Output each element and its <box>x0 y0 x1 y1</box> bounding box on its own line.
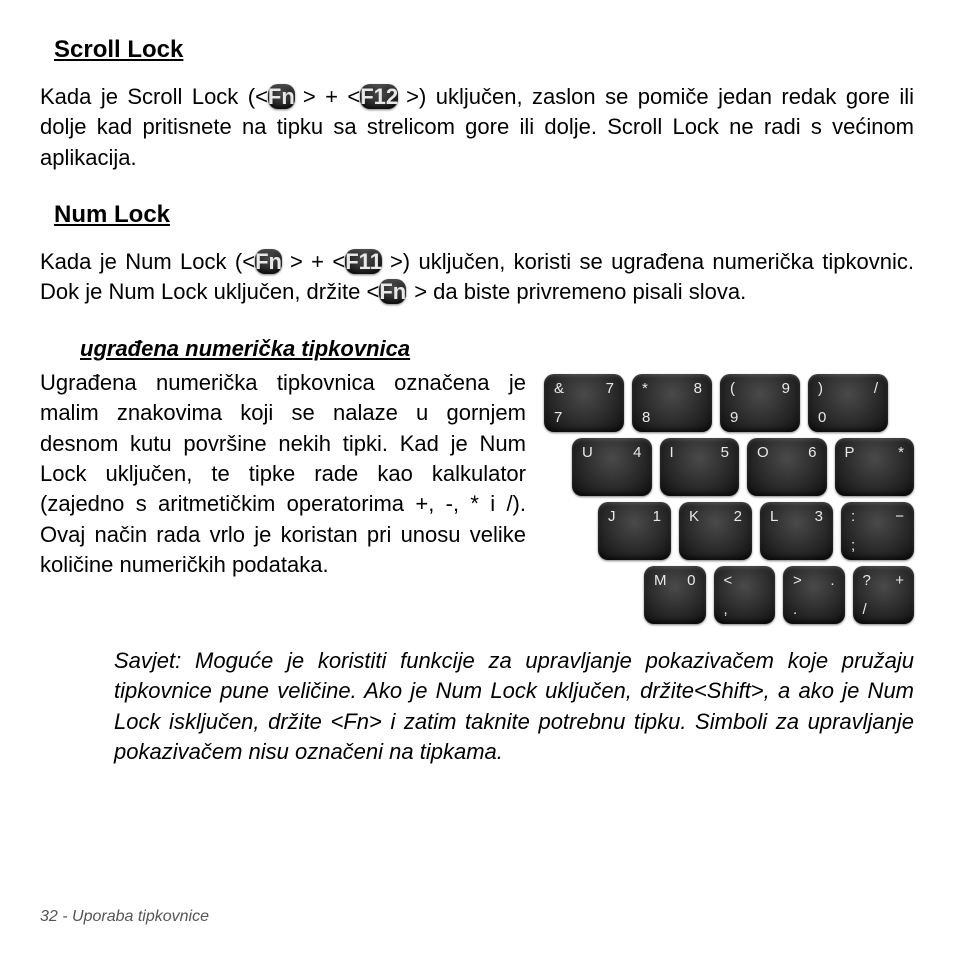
key-label-bl: ; <box>851 537 855 554</box>
keyboard-key: L3 <box>760 502 833 560</box>
key-label-tl: ? <box>863 572 871 589</box>
keyboard-key: ) / 0 <box>808 374 888 432</box>
key-label-tl: M <box>654 572 667 589</box>
page-footer: 32 - Uporaba tipkovnice <box>40 908 209 926</box>
keyboard-row: U4I5O6P* <box>544 438 914 496</box>
keyboard-key: : −; <box>841 502 914 560</box>
key-label-tr: 3 <box>815 508 823 525</box>
key-label-tr: 4 <box>633 444 641 461</box>
keyboard-key: J1 <box>598 502 671 560</box>
key-label-bl: 9 <box>730 409 738 426</box>
keyboard-key: O6 <box>747 438 827 496</box>
key-label-tr: − <box>895 508 904 525</box>
text: Kada je Scroll Lock (< <box>40 84 268 109</box>
key-label-tr: 1 <box>653 508 661 525</box>
key-label-tr: * <box>898 444 904 461</box>
text: Kada je Num Lock (< <box>40 249 255 274</box>
key-label-tl: L <box>770 508 778 525</box>
key-fn: Fn <box>268 84 295 109</box>
key-label-bl: 7 <box>554 409 562 426</box>
key-label-tr: 2 <box>734 508 742 525</box>
keyboard-key: U4 <box>572 438 652 496</box>
key-label-bl: / <box>863 601 867 618</box>
keyboard-key: M0 <box>644 566 706 624</box>
key-label-tl: J <box>608 508 616 525</box>
text: > + < <box>303 84 360 109</box>
key-label-tl: > <box>793 572 802 589</box>
key-label-tr: 6 <box>808 444 816 461</box>
key-label-tl: P <box>845 444 855 461</box>
key-label-tl: : <box>851 508 855 525</box>
key-label-tr: 7 <box>606 380 614 397</box>
key-label-tl: * <box>642 380 648 397</box>
key-label-tl: K <box>689 508 699 525</box>
text: > + < <box>290 249 345 274</box>
key-label-tr: 0 <box>687 572 695 589</box>
key-label-tr: . <box>830 572 834 589</box>
key-fn: Fn <box>379 279 406 304</box>
keyboard-key: >.. <box>783 566 845 624</box>
keyboard-key: * 8 8 <box>632 374 712 432</box>
keyboard-key: ? + / <box>853 566 915 624</box>
keyboard-figure: &77*88(99)/0U4I5O6P*J1K2L3:−;M0<,>..?+/ <box>544 368 914 630</box>
key-label-tl: I <box>670 444 674 461</box>
key-label-tr: / <box>874 380 878 397</box>
keyboard-row: M0<,>..?+/ <box>544 566 914 624</box>
key-label-bl: . <box>793 601 797 618</box>
keyboard-key: K2 <box>679 502 752 560</box>
para-embedded: Ugrađena numerička tipkovnica označena j… <box>40 368 526 630</box>
key-label-tl: ( <box>730 380 735 397</box>
keyboard-key: <, <box>714 566 776 624</box>
key-label-tl: ) <box>818 380 823 397</box>
key-label-tl: U <box>582 444 593 461</box>
embedded-row: Ugrađena numerička tipkovnica označena j… <box>40 368 914 630</box>
key-label-bl: , <box>724 601 728 618</box>
subheading-embedded-keypad: ugrađena numerička tipkovnica <box>80 336 914 362</box>
para-num-lock: Kada je Num Lock (<Fn> + <F11>) uključen… <box>40 247 914 308</box>
heading-scroll-lock: Scroll Lock <box>54 36 914 64</box>
keyboard-key: (9 9 <box>720 374 800 432</box>
key-f12: F12 <box>360 84 398 109</box>
keyboard-key: & 7 7 <box>544 374 624 432</box>
keyboard-row: J1K2L3:−; <box>544 502 914 560</box>
key-f11: F11 <box>345 249 382 274</box>
keyboard-row: & 7 7 * 8 8 (9 9) / 0 <box>544 374 914 432</box>
text: > da biste privremeno pisali slova. <box>414 279 746 304</box>
keyboard-key: P* <box>835 438 915 496</box>
para-scroll-lock: Kada je Scroll Lock (<Fn> + <F12>) uklju… <box>40 82 914 173</box>
tip-paragraph: Savjet: Moguće je koristiti funkcije za … <box>114 646 914 767</box>
keyboard-key: I5 <box>660 438 740 496</box>
key-label-tl: < <box>724 572 733 589</box>
key-fn: Fn <box>255 249 282 274</box>
key-label-tr: 5 <box>721 444 729 461</box>
key-label-tr: 8 <box>694 380 702 397</box>
heading-num-lock: Num Lock <box>54 201 914 229</box>
key-label-tr: + <box>895 572 904 589</box>
key-label-bl: 8 <box>642 409 650 426</box>
key-label-tl: & <box>554 380 564 397</box>
key-label-tr: 9 <box>782 380 790 397</box>
key-label-bl: 0 <box>818 409 826 426</box>
key-label-tl: O <box>757 444 769 461</box>
